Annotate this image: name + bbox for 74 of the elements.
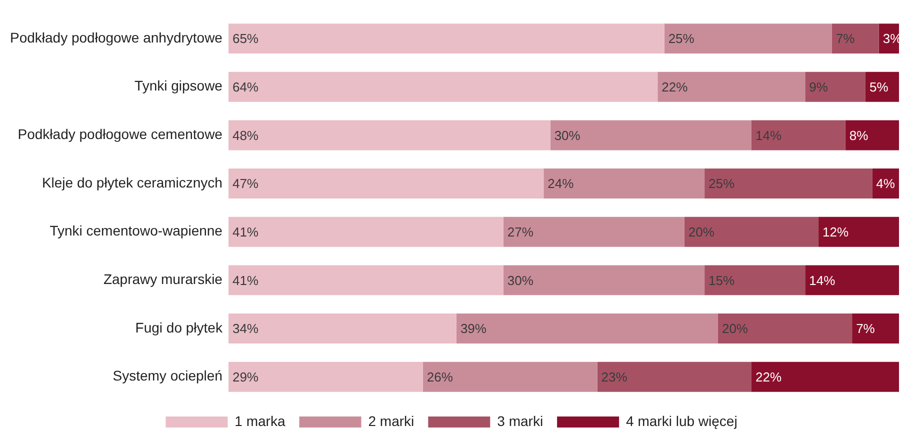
- y-tick-label: Podkłady podłogowe anhydrytowe: [10, 29, 223, 46]
- bar: [832, 24, 879, 54]
- y-tick-label: Tynki cementowo-wapienne: [50, 222, 223, 239]
- data-label: 8%: [849, 128, 869, 143]
- bar: [503, 265, 705, 296]
- bar: [718, 314, 852, 344]
- bar: [228, 216, 504, 247]
- data-label: 7%: [836, 31, 856, 46]
- bar: [422, 362, 598, 392]
- data-label: 64%: [232, 79, 259, 94]
- data-label: 20%: [722, 321, 748, 336]
- data-label: 41%: [232, 224, 259, 240]
- data-label: 30%: [507, 272, 534, 288]
- y-tick-label: Podkłady podłogowe cementowe: [18, 126, 223, 142]
- bar: [704, 265, 806, 296]
- bar: [852, 314, 899, 344]
- data-label: 25%: [668, 31, 695, 46]
- bar: [228, 120, 550, 150]
- y-tick-label: Zaprawy murarskie: [103, 271, 223, 288]
- data-label: 14%: [755, 128, 782, 143]
- bar: [228, 265, 504, 296]
- data-label: 65%: [232, 31, 259, 46]
- bar: [503, 216, 684, 247]
- data-label: 23%: [601, 369, 628, 384]
- bar: [805, 72, 866, 102]
- bar: [456, 314, 718, 344]
- bar: [228, 24, 664, 54]
- y-tick-label: Systemy ociepleń: [112, 368, 222, 384]
- bar: [872, 168, 899, 199]
- data-label: 30%: [554, 128, 581, 143]
- data-label: 26%: [426, 369, 454, 384]
- bar: [684, 216, 819, 247]
- bar: [845, 120, 899, 150]
- data-label: 25%: [708, 176, 736, 192]
- data-label: 22%: [662, 79, 688, 94]
- data-label: 15%: [708, 272, 736, 288]
- data-label: 27%: [507, 224, 534, 240]
- legend-label: 3 marki: [497, 412, 544, 429]
- bar: [664, 24, 832, 54]
- bar: [544, 168, 705, 199]
- legend-label: 4 marki lub więcej: [626, 412, 738, 429]
- data-label: 5%: [869, 79, 889, 94]
- bar: [228, 314, 456, 344]
- data-label: 47%: [232, 176, 259, 192]
- data-label: 39%: [460, 321, 487, 336]
- bar: [751, 362, 899, 392]
- data-label: 9%: [809, 79, 828, 94]
- legend-label: 2 marki: [368, 412, 414, 429]
- bar: [818, 216, 899, 247]
- bar: [704, 168, 872, 199]
- y-tick-label: Tynki gipsowe: [134, 78, 223, 94]
- data-label: 24%: [548, 176, 574, 192]
- bar: [865, 72, 899, 102]
- bar: [228, 168, 544, 199]
- bar: [550, 120, 752, 150]
- data-label: 12%: [822, 224, 849, 240]
- y-tick-label: Fugi do płytek: [135, 319, 224, 336]
- data-label: 41%: [232, 272, 259, 288]
- legend-label: 1 marka: [234, 412, 286, 429]
- bar: [658, 72, 806, 102]
- data-label: 29%: [232, 369, 259, 384]
- bar: [597, 362, 752, 392]
- bar: [805, 265, 899, 296]
- data-label: 20%: [688, 224, 715, 240]
- data-label: 48%: [232, 128, 259, 143]
- data-label: 7%: [856, 321, 876, 336]
- y-tick-label: Kleje do płytek ceramicznych: [42, 174, 222, 190]
- bar: [751, 120, 846, 150]
- data-label: 22%: [755, 369, 782, 384]
- bar: [228, 72, 658, 102]
- bar: [228, 362, 423, 392]
- data-label: 14%: [809, 272, 836, 288]
- data-label: 34%: [232, 321, 259, 336]
- data-label: 4%: [876, 176, 896, 192]
